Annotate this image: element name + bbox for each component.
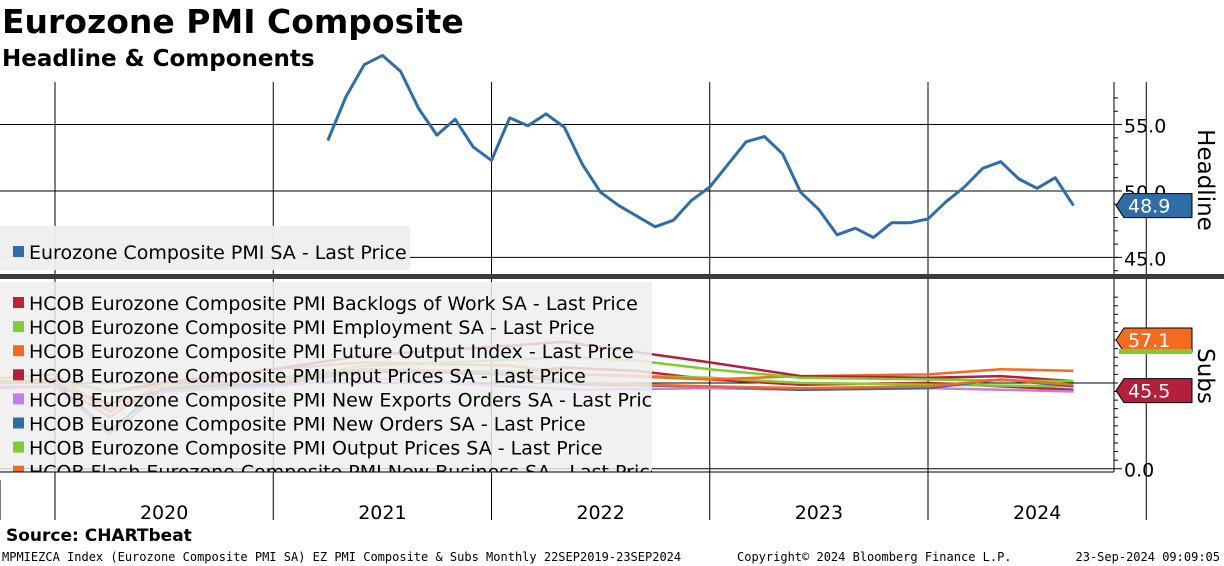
legend-label: HCOB Eurozone Composite PMI New Orders S… xyxy=(29,414,586,436)
legend-label: HCOB Eurozone Composite PMI Backlogs of … xyxy=(29,293,638,315)
legend-swatch xyxy=(13,246,24,257)
x-tick-label: 2020 xyxy=(140,502,188,520)
legend-label: Eurozone Composite PMI SA - Last Price xyxy=(29,242,407,264)
legend-label: HCOB Flash Eurozone Composite PMI New Bu… xyxy=(29,462,661,484)
x-tick-label: 2023 xyxy=(795,502,843,520)
legend-swatch xyxy=(13,321,24,333)
legend-swatch xyxy=(13,417,24,429)
x-tick-label: 2022 xyxy=(576,502,624,520)
legend-swatch xyxy=(13,393,24,405)
footer-timestamp: 23-Sep-2024 09:09:05 xyxy=(1075,550,1221,564)
footer-copyright: Copyright© 2024 Bloomberg Finance L.P. xyxy=(737,550,1012,564)
sub-last-value-tag-3 xyxy=(1115,378,1193,404)
footer-index-info: MPMIEZCA Index (Eurozone Composite PMI S… xyxy=(2,550,682,564)
legend-label: HCOB Eurozone Composite PMI Output Price… xyxy=(29,438,603,460)
chart-title: Eurozone PMI Composite xyxy=(2,2,464,41)
legend-label: HCOB Eurozone Composite PMI New Exports … xyxy=(29,389,664,411)
headline-series-line xyxy=(326,53,1075,239)
legend-swatch xyxy=(13,345,24,357)
legend-label: HCOB Eurozone Composite PMI Future Outpu… xyxy=(29,341,634,363)
pmi-chart: Eurozone Composite PMI SA - Last Price HC… xyxy=(0,53,1224,520)
y-tick-label: 55.0 xyxy=(1124,116,1166,138)
sub-last-value-tag-2 xyxy=(1119,349,1192,354)
x-tick-label: 2021 xyxy=(358,502,406,520)
legend-swatch xyxy=(13,465,24,472)
legend-swatch xyxy=(13,297,24,308)
subs-axis-title: Subs xyxy=(1192,348,1218,404)
x-tick-label: 2024 xyxy=(1013,502,1061,520)
legend-label: HCOB Eurozone Composite PMI Employment S… xyxy=(29,317,595,339)
panel-divider xyxy=(0,274,1224,279)
legend-box xyxy=(0,282,652,472)
y-tick-label: 0.0 xyxy=(1124,460,1154,482)
headline-last-value-tag xyxy=(1115,193,1193,219)
source-label: Source: CHARTbeat xyxy=(6,526,192,546)
sub-last-value-tag-3-text: 45.5 xyxy=(1128,381,1170,403)
legend-label: HCOB Eurozone Composite PMI Input Prices… xyxy=(29,365,586,387)
legend-swatch xyxy=(13,441,24,453)
sub-last-value-tag-1-text: 57.1 xyxy=(1128,330,1170,352)
chart-subtitle: Headline & Components xyxy=(2,46,315,72)
legend-box xyxy=(0,226,410,270)
legend-swatch xyxy=(13,369,24,381)
headline-last-value-tag-text: 48.9 xyxy=(1128,196,1170,218)
headline-axis-title: Headline xyxy=(1192,129,1218,231)
y-tick-label: 45.0 xyxy=(1124,248,1166,270)
